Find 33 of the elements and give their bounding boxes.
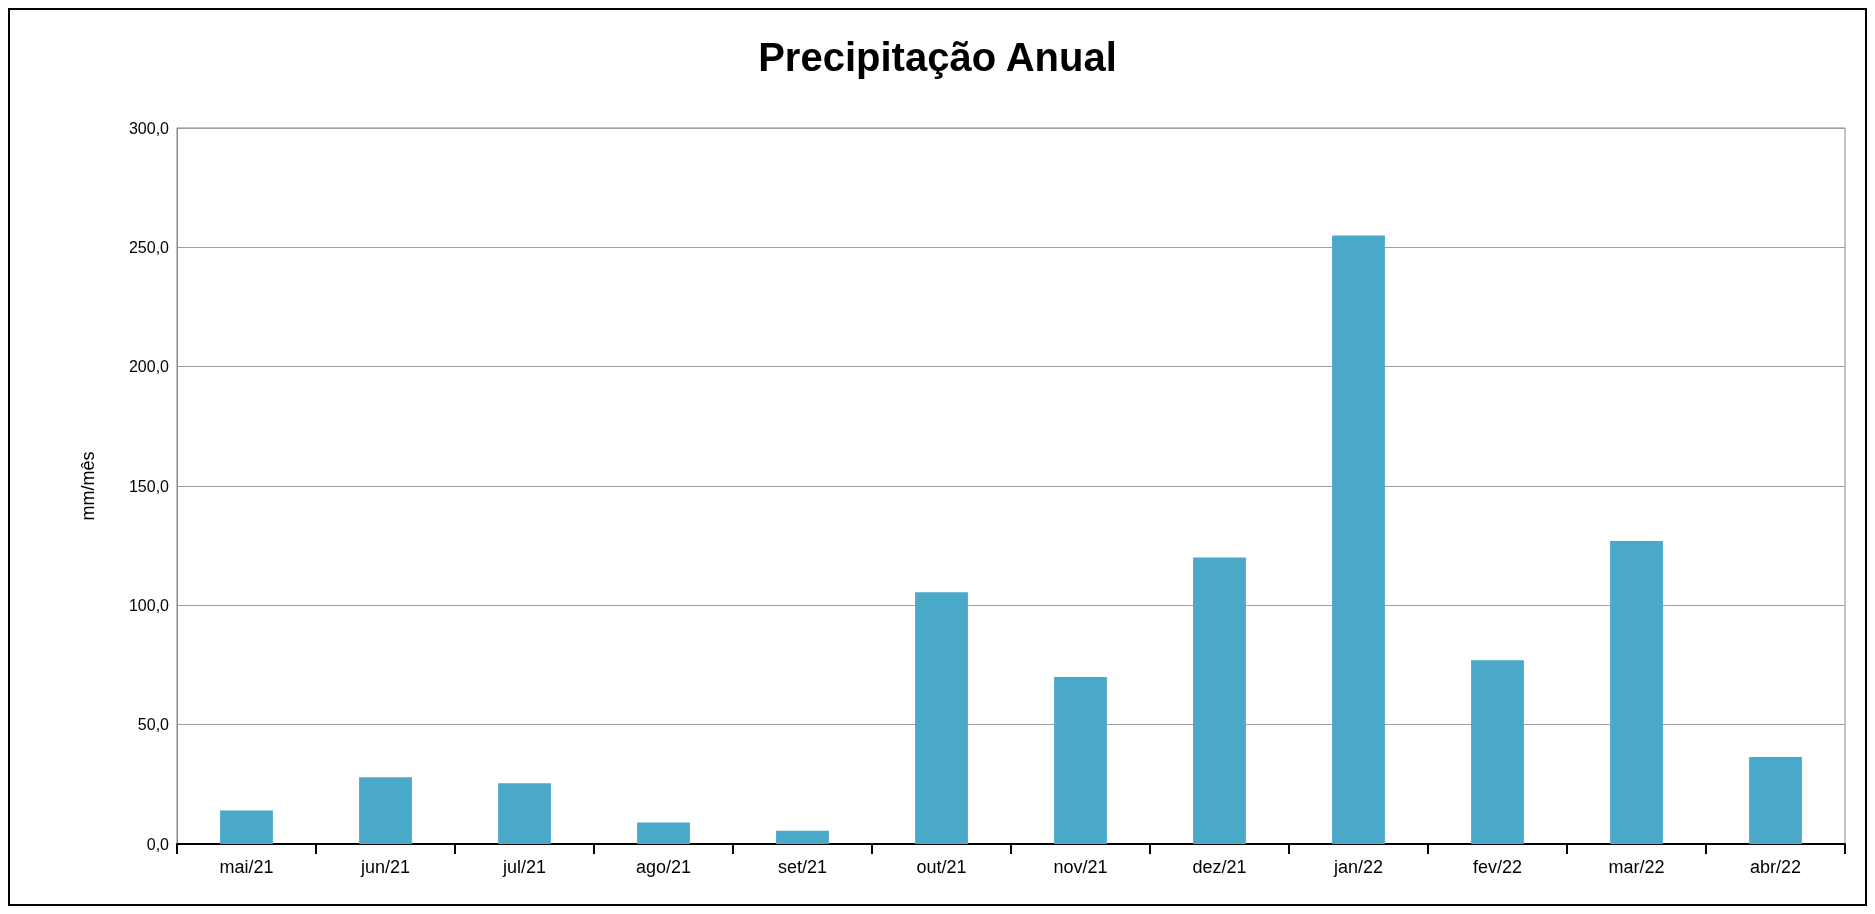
- chart-title: Precipitação Anual: [758, 35, 1117, 79]
- x-tick-label: set/21: [777, 857, 828, 877]
- x-tick-label: abr/22: [1749, 857, 1802, 877]
- bar: [776, 830, 829, 844]
- bar: [915, 592, 968, 844]
- bar: [1471, 660, 1524, 844]
- x-tick-label: mai/21: [219, 857, 274, 877]
- x-tick-label: nov/21: [1053, 857, 1108, 877]
- bar: [637, 822, 690, 844]
- bar: [1054, 676, 1107, 844]
- y-tick-label: 250,0: [128, 238, 170, 256]
- y-tick-label: 200,0: [128, 358, 170, 376]
- bar: [359, 777, 412, 844]
- bar: [1749, 756, 1802, 844]
- y-tick-label: 150,0: [128, 477, 170, 495]
- y-tick-label: 100,0: [128, 596, 170, 614]
- x-tick-label: dez/21: [1192, 857, 1247, 877]
- y-tick-label: 50,0: [137, 716, 170, 734]
- x-tick-label: out/21: [916, 857, 967, 877]
- bar: [1193, 557, 1246, 844]
- bar: [1610, 540, 1663, 844]
- y-axis-title: mm/mês: [78, 451, 98, 521]
- x-tick-label: fev/22: [1472, 857, 1523, 877]
- x-tick-label: mar/22: [1608, 857, 1665, 877]
- x-tick-label: jun/21: [359, 857, 411, 877]
- bar: [220, 810, 273, 844]
- x-tick-label: jul/21: [501, 857, 547, 877]
- x-tick-label: jan/22: [1332, 857, 1384, 877]
- bar: [1332, 235, 1385, 844]
- x-tick-label: ago/21: [635, 857, 692, 877]
- y-tick-label: 300,0: [128, 119, 170, 137]
- y-tick-label: 0,0: [146, 835, 170, 853]
- bar: [498, 783, 551, 844]
